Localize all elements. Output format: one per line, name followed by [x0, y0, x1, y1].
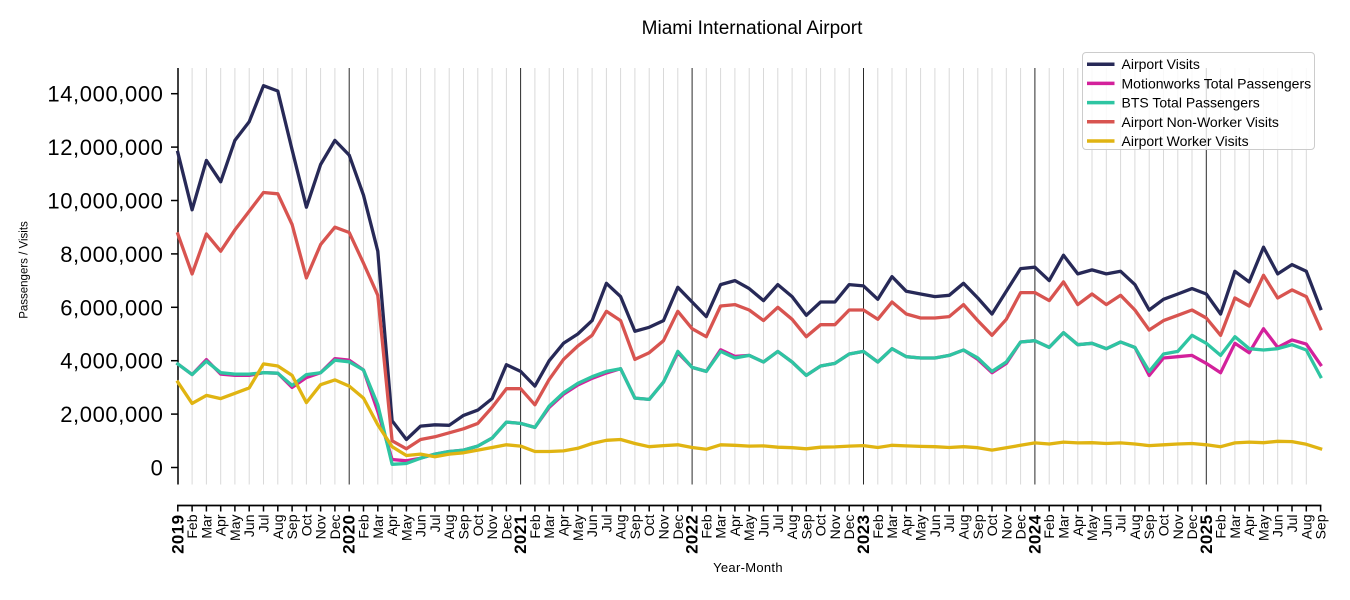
- svg-text:May: May: [227, 515, 243, 541]
- svg-text:Oct: Oct: [470, 514, 486, 536]
- svg-text:14,000,000: 14,000,000: [47, 82, 163, 107]
- svg-text:Apr: Apr: [1241, 514, 1257, 536]
- svg-text:Jul: Jul: [770, 515, 786, 533]
- svg-text:May: May: [913, 515, 929, 541]
- svg-text:May: May: [1256, 515, 1272, 541]
- svg-text:Jul: Jul: [941, 515, 957, 533]
- svg-text:Sep: Sep: [284, 514, 300, 539]
- svg-text:Airport Non-Worker Visits: Airport Non-Worker Visits: [1122, 114, 1279, 130]
- svg-text:Jul: Jul: [1113, 515, 1129, 533]
- svg-text:Jun: Jun: [927, 515, 943, 538]
- svg-text:2020: 2020: [340, 515, 359, 554]
- svg-text:Apr: Apr: [898, 514, 914, 536]
- svg-text:May: May: [1084, 515, 1100, 541]
- svg-text:Aug: Aug: [956, 515, 972, 540]
- svg-text:May: May: [570, 515, 586, 541]
- svg-text:Dec: Dec: [498, 515, 514, 540]
- svg-text:Oct: Oct: [984, 514, 1000, 536]
- svg-text:Sep: Sep: [1141, 514, 1157, 539]
- svg-text:12,000,000: 12,000,000: [47, 135, 163, 160]
- svg-text:Oct: Oct: [641, 514, 657, 536]
- svg-text:Dec: Dec: [1013, 515, 1029, 540]
- svg-text:Feb: Feb: [1213, 514, 1229, 538]
- svg-text:Aug: Aug: [784, 515, 800, 540]
- svg-text:2,000,000: 2,000,000: [60, 402, 163, 427]
- svg-text:May: May: [398, 515, 414, 541]
- svg-text:Passengers / Visits: Passengers / Visits: [19, 221, 31, 319]
- svg-text:BTS Total Passengers: BTS Total Passengers: [1122, 95, 1260, 111]
- svg-text:Sep: Sep: [456, 514, 472, 539]
- svg-text:Apr: Apr: [384, 514, 400, 536]
- svg-text:Sep: Sep: [970, 514, 986, 539]
- svg-text:Mar: Mar: [541, 514, 557, 538]
- svg-text:Jul: Jul: [256, 515, 272, 533]
- svg-text:Nov: Nov: [313, 515, 329, 540]
- svg-text:Nov: Nov: [484, 515, 500, 540]
- svg-text:Mar: Mar: [1056, 514, 1072, 538]
- svg-text:Jul: Jul: [427, 515, 443, 533]
- svg-text:Jun: Jun: [1270, 515, 1286, 538]
- svg-text:Nov: Nov: [656, 515, 672, 540]
- svg-text:Aug: Aug: [1127, 515, 1143, 540]
- svg-text:Dec: Dec: [841, 515, 857, 540]
- svg-text:Jul: Jul: [598, 515, 614, 533]
- svg-text:Dec: Dec: [670, 515, 686, 540]
- svg-text:Mar: Mar: [198, 514, 214, 538]
- svg-text:2023: 2023: [854, 515, 873, 554]
- svg-text:Sep: Sep: [798, 514, 814, 539]
- svg-text:Nov: Nov: [998, 515, 1014, 540]
- svg-text:2025: 2025: [1197, 515, 1216, 554]
- svg-text:8,000,000: 8,000,000: [60, 242, 163, 267]
- svg-text:Sep: Sep: [1313, 514, 1329, 539]
- svg-text:Jun: Jun: [1098, 515, 1114, 538]
- svg-text:Jun: Jun: [413, 515, 429, 538]
- svg-text:Jun: Jun: [756, 515, 772, 538]
- svg-text:Aug: Aug: [1298, 515, 1314, 540]
- svg-text:Nov: Nov: [827, 515, 843, 540]
- svg-text:Feb: Feb: [356, 514, 372, 538]
- svg-text:Jun: Jun: [241, 515, 257, 538]
- svg-text:2019: 2019: [168, 515, 187, 554]
- svg-text:Feb: Feb: [870, 514, 886, 538]
- svg-text:6,000,000: 6,000,000: [60, 295, 163, 320]
- svg-text:Dec: Dec: [1184, 515, 1200, 540]
- svg-text:Year-Month: Year-Month: [713, 560, 783, 575]
- svg-text:Apr: Apr: [1070, 514, 1086, 536]
- svg-text:Aug: Aug: [270, 515, 286, 540]
- svg-text:Miami International Airport: Miami International Airport: [642, 18, 863, 39]
- svg-text:4,000,000: 4,000,000: [60, 349, 163, 374]
- svg-text:Oct: Oct: [298, 514, 314, 536]
- svg-text:May: May: [741, 515, 757, 541]
- svg-text:Mar: Mar: [713, 514, 729, 538]
- svg-text:Jun: Jun: [584, 515, 600, 538]
- svg-text:2021: 2021: [511, 515, 530, 554]
- svg-text:Jul: Jul: [1284, 515, 1300, 533]
- svg-text:0: 0: [151, 456, 164, 481]
- svg-text:Mar: Mar: [884, 514, 900, 538]
- svg-text:Apr: Apr: [213, 514, 229, 536]
- svg-text:Airport Visits: Airport Visits: [1122, 56, 1200, 72]
- svg-text:Aug: Aug: [441, 515, 457, 540]
- svg-text:Nov: Nov: [1170, 515, 1186, 540]
- svg-text:Dec: Dec: [327, 515, 343, 540]
- svg-text:2024: 2024: [1025, 514, 1044, 554]
- svg-text:Apr: Apr: [556, 514, 572, 536]
- svg-text:Mar: Mar: [370, 514, 386, 538]
- svg-text:Sep: Sep: [627, 514, 643, 539]
- svg-text:Motionworks Total Passengers: Motionworks Total Passengers: [1122, 75, 1312, 91]
- svg-text:Feb: Feb: [698, 514, 714, 538]
- svg-text:Airport Worker Visits: Airport Worker Visits: [1122, 133, 1249, 149]
- svg-text:Oct: Oct: [813, 514, 829, 536]
- svg-text:10,000,000: 10,000,000: [47, 189, 163, 214]
- svg-text:Feb: Feb: [527, 514, 543, 538]
- svg-text:Aug: Aug: [613, 515, 629, 540]
- svg-text:2022: 2022: [683, 515, 702, 554]
- svg-text:Apr: Apr: [727, 514, 743, 536]
- svg-text:Feb: Feb: [184, 514, 200, 538]
- svg-text:Mar: Mar: [1227, 514, 1243, 538]
- svg-text:Oct: Oct: [1156, 514, 1172, 536]
- svg-text:Feb: Feb: [1041, 514, 1057, 538]
